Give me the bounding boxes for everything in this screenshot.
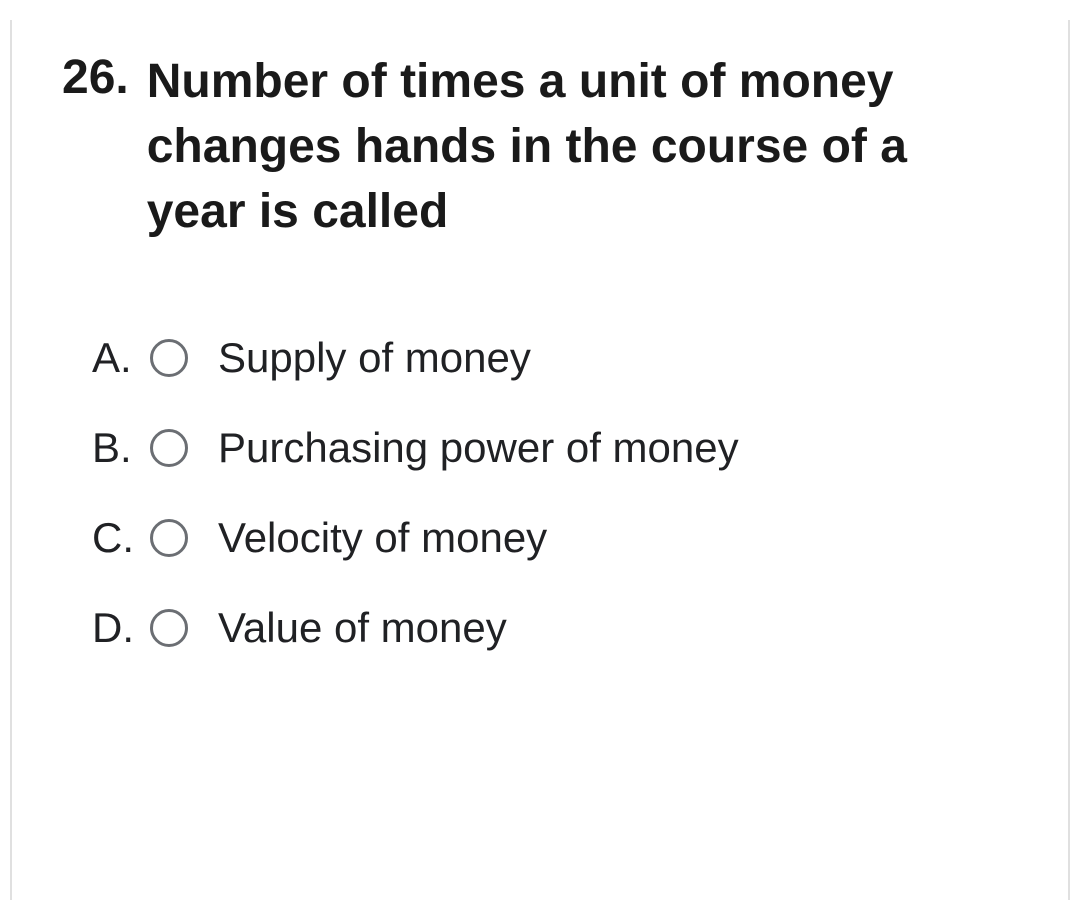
radio-icon[interactable]: [150, 519, 188, 557]
option-text: Value of money: [218, 604, 507, 652]
option-letter: B.: [92, 424, 150, 472]
option-text: Velocity of money: [218, 514, 547, 562]
option-letter: C.: [92, 514, 150, 562]
radio-icon[interactable]: [150, 429, 188, 467]
option-text: Purchasing power of money: [218, 424, 739, 472]
question-text: Number of times a unit of money changes …: [147, 50, 1018, 244]
question-block: 26. Number of times a unit of money chan…: [62, 50, 1018, 244]
radio-icon[interactable]: [150, 609, 188, 647]
options-list: A. Supply of money B. Purchasing power o…: [62, 334, 1018, 652]
question-number: 26.: [62, 50, 129, 105]
option-b: B. Purchasing power of money: [92, 424, 1018, 472]
option-c: C. Velocity of money: [92, 514, 1018, 562]
option-text: Supply of money: [218, 334, 531, 382]
option-letter: D.: [92, 604, 150, 652]
question-container: 26. Number of times a unit of money chan…: [10, 20, 1070, 900]
option-a: A. Supply of money: [92, 334, 1018, 382]
radio-icon[interactable]: [150, 339, 188, 377]
option-letter: A.: [92, 334, 150, 382]
option-d: D. Value of money: [92, 604, 1018, 652]
